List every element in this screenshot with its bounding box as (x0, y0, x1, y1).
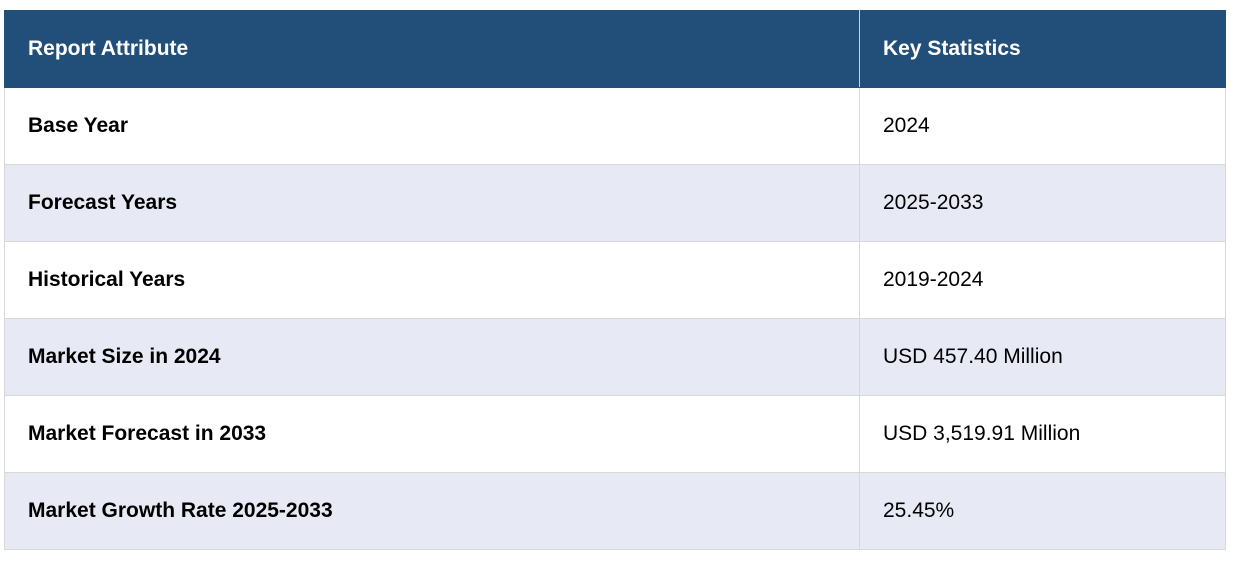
value-cell: 2024 (859, 87, 1226, 165)
value-cell: 2025-2033 (859, 164, 1226, 242)
attribute-cell: Base Year (4, 87, 860, 165)
value-cell: USD 3,519.91 Million (859, 395, 1226, 473)
stats-table: Report Attribute Key Statistics Base Yea… (4, 10, 1226, 550)
attribute-cell: Market Forecast in 2033 (4, 395, 860, 473)
header-row: Report Attribute Key Statistics (4, 10, 1226, 88)
table-row: Market Size in 2024 USD 457.40 Million (4, 318, 1226, 396)
value-cell: 2019-2024 (859, 241, 1226, 319)
value-cell: USD 457.40 Million (859, 318, 1226, 396)
attribute-cell: Market Growth Rate 2025-2033 (4, 472, 860, 550)
table-row: Base Year 2024 (4, 87, 1226, 165)
table-row: Forecast Years 2025-2033 (4, 164, 1226, 242)
table-row: Market Forecast in 2033 USD 3,519.91 Mill… (4, 395, 1226, 473)
attribute-cell: Forecast Years (4, 164, 860, 242)
attribute-cell: Historical Years (4, 241, 860, 319)
header-cell: Report Attribute (4, 10, 860, 88)
table-body: Base Year 2024 Forecast Years 2025-2033 Hist… (4, 87, 1226, 550)
attribute-cell: Market Size in 2024 (4, 318, 860, 396)
header-cell: Key Statistics (859, 10, 1226, 88)
table-row: Historical Years 2019-2024 (4, 241, 1226, 319)
value-cell: 25.45% (859, 472, 1226, 550)
table-row: Market Growth Rate 2025-2033 25.45% (4, 472, 1226, 550)
